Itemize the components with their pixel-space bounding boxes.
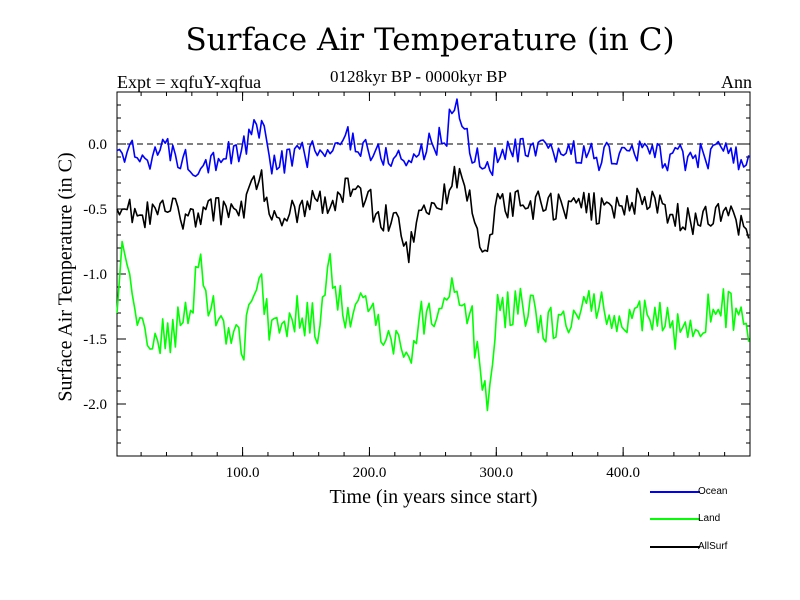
season-label: Ann	[721, 72, 752, 92]
y-tick-label: -1.0	[83, 267, 107, 283]
x-tick-label: 400.0	[606, 465, 640, 481]
axis-ticks: 0.0 -0.5 -1.0 -1.5 -2.0 100.0 200.0 300.0 400.0	[83, 91, 750, 481]
x-axis-label: Time (in years since start)	[329, 486, 538, 508]
x-tick-label: 100.0	[226, 465, 260, 481]
x-tick-label: 300.0	[479, 465, 513, 481]
y-axis-label: Surface Air Temperature (in C)	[54, 152, 77, 402]
y-tick-label: -1.5	[83, 332, 107, 348]
legend-item-allsurf: AllSurf	[650, 541, 750, 555]
series-group	[116, 98, 750, 412]
legend-swatch-land	[650, 518, 700, 520]
period-label: 0128kyr BP - 0000kyr BP	[330, 67, 507, 86]
legend-swatch-allsurf	[650, 546, 700, 548]
x-tick-label: 200.0	[353, 465, 387, 481]
legend-label-allsurf: AllSurf	[698, 541, 728, 552]
legend-swatch-ocean	[650, 491, 700, 493]
y-tick-label: -0.5	[83, 202, 107, 218]
legend-item-land: Land	[650, 513, 750, 527]
y-tick-label: -2.0	[83, 397, 107, 413]
series-line-ocean	[116, 98, 750, 178]
legend-item-ocean: Ocean	[650, 486, 750, 500]
legend-label-land: Land	[698, 513, 721, 524]
chart-title: Surface Air Temperature (in C)	[185, 22, 675, 58]
series-line-allsurf	[116, 165, 750, 264]
y-tick-label: 0.0	[88, 137, 107, 153]
legend-label-ocean: Ocean	[698, 486, 728, 497]
experiment-label: Expt = xqfuY-xqfua	[117, 72, 262, 92]
series-line-land	[116, 240, 750, 412]
